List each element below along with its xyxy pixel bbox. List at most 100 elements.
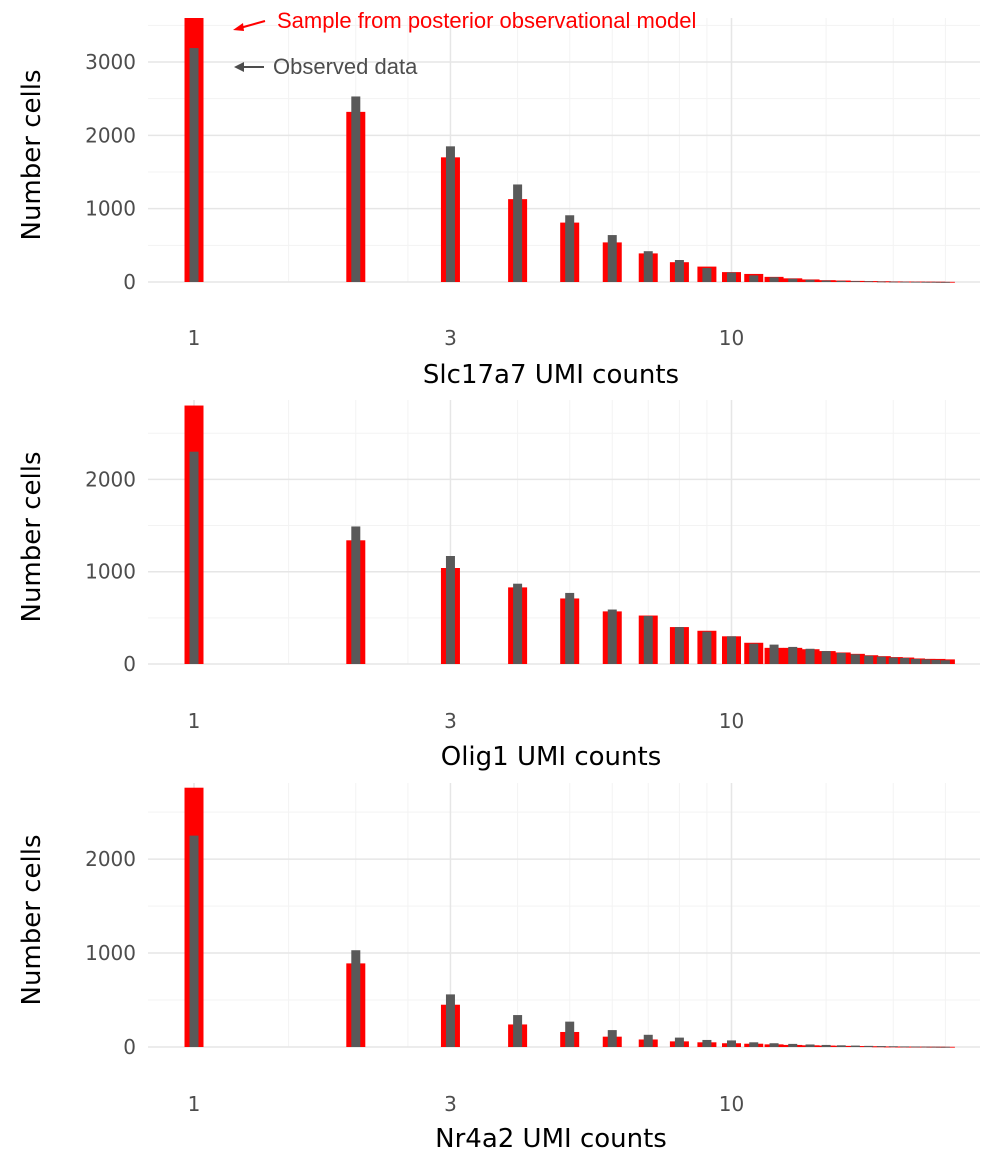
observed-bar — [888, 281, 898, 283]
observed-bar — [864, 655, 874, 664]
observed-bar — [876, 656, 886, 664]
observed-bar — [749, 643, 759, 664]
y-axis-title: Number cells — [17, 452, 47, 623]
observed-bar — [607, 1030, 617, 1047]
y-tick-label: 1000 — [85, 197, 136, 221]
observed-bar — [940, 281, 950, 283]
observed-bar — [888, 657, 898, 664]
posterior-arrow-line — [239, 20, 266, 29]
observed-bar — [749, 1042, 759, 1047]
y-tick-label: 3000 — [85, 50, 136, 74]
observed-bar — [921, 1046, 931, 1048]
x-tick-label: 3 — [444, 1092, 457, 1116]
observed-bar — [769, 277, 779, 282]
x-tick-labels: 1 3 10 — [188, 326, 745, 350]
observed-bar — [674, 260, 684, 282]
observed-bar — [674, 627, 684, 664]
observed-bar — [940, 1046, 950, 1048]
y-tick-label: 1000 — [85, 560, 136, 584]
observed-bar — [876, 1046, 886, 1047]
major-gridlines — [148, 783, 980, 1048]
observed-bar — [836, 280, 846, 282]
observed-bar — [940, 660, 950, 664]
y-tick-labels: 0 1000 2000 — [85, 847, 136, 1059]
x-tick-labels: 1 3 10 — [188, 709, 745, 733]
observed-bar — [749, 275, 759, 282]
observed-bar — [900, 1046, 910, 1048]
y-tick-label: 2000 — [85, 847, 136, 871]
observed-bar — [821, 280, 831, 282]
y-tick-labels: 0 1000 2000 3000 — [85, 50, 136, 294]
observed-bar — [513, 1015, 523, 1047]
observed-bar — [900, 281, 910, 283]
x-axis-title: Olig1 UMI counts — [441, 742, 662, 772]
posterior-annotation: Sample from posterior observational mode… — [277, 8, 696, 33]
y-tick-label: 2000 — [85, 467, 136, 491]
observed-bar — [351, 526, 361, 664]
panel-nr4a2: 0 1000 2000 1 3 10 Number cells Nr4a2 UMI co… — [17, 783, 980, 1154]
observed-bar — [674, 1037, 684, 1047]
observed-bars — [189, 48, 950, 283]
x-tick-label: 10 — [719, 709, 744, 733]
observed-bar — [445, 994, 455, 1047]
observed-bar — [769, 1043, 779, 1047]
x-tick-label: 1 — [188, 709, 201, 733]
observed-bars — [189, 451, 950, 664]
x-axis-title: Nr4a2 UMI counts — [435, 1124, 667, 1154]
posterior-arrow-head — [233, 23, 244, 31]
observed-bar — [888, 1046, 898, 1048]
observed-bar — [805, 279, 815, 282]
x-axis-title: Slc17a7 UMI counts — [423, 360, 679, 390]
observed-bar — [931, 281, 941, 283]
observed-bar — [788, 1043, 798, 1047]
observed-bar — [513, 184, 523, 282]
observed-bar — [805, 648, 815, 664]
minor-gridlines — [148, 783, 980, 1047]
observed-bar — [351, 96, 361, 282]
observed-bar — [821, 1044, 831, 1047]
x-tick-label: 10 — [719, 1092, 744, 1116]
observed-bar — [931, 1046, 941, 1048]
observed-bar — [900, 658, 910, 664]
observed-bar — [911, 281, 921, 283]
observed-bar — [727, 272, 736, 282]
x-tick-label: 3 — [444, 709, 457, 733]
observed-bar — [513, 583, 523, 664]
observed-bar — [727, 636, 736, 664]
observed-bar — [864, 1045, 874, 1047]
observed-bar — [911, 1046, 921, 1048]
observed-bar — [607, 235, 617, 282]
observed-bar — [836, 652, 846, 664]
x-tick-label: 10 — [719, 326, 744, 350]
observed-bar — [702, 268, 712, 282]
observed-bar — [821, 651, 831, 664]
y-tick-label: 1000 — [85, 941, 136, 965]
observed-bar — [788, 646, 798, 664]
y-axis-title: Number cells — [17, 70, 47, 241]
panel-olig1: 0 1000 2000 1 3 10 Number cells Olig1 UMI co… — [17, 400, 980, 772]
observed-bar — [445, 146, 455, 282]
observed-bar — [911, 658, 921, 664]
y-tick-labels: 0 1000 2000 — [85, 467, 136, 676]
y-tick-label: 0 — [123, 1035, 136, 1059]
y-tick-label: 0 — [123, 652, 136, 676]
y-tick-label: 0 — [123, 270, 136, 294]
observed-bar — [788, 278, 798, 282]
observed-bar — [189, 48, 199, 282]
observed-bar — [643, 616, 653, 664]
observed-bar — [850, 654, 860, 664]
observed-bar — [769, 644, 779, 664]
observed-bar — [805, 1044, 815, 1047]
y-tick-label: 2000 — [85, 123, 136, 147]
observed-arrow-head — [234, 62, 244, 72]
observed-bar — [931, 659, 941, 664]
x-tick-label: 1 — [188, 326, 201, 350]
panel-slc17a7: 0 1000 2000 3000 1 3 10 Number cells Slc17a7 … — [17, 18, 980, 390]
observed-bar — [607, 609, 617, 664]
observed-bar — [445, 556, 455, 664]
observed-bar — [876, 281, 886, 283]
observed-bar — [189, 451, 199, 664]
observed-bar — [850, 1045, 860, 1047]
observed-bar — [643, 251, 653, 282]
observed-bar — [643, 1034, 653, 1047]
